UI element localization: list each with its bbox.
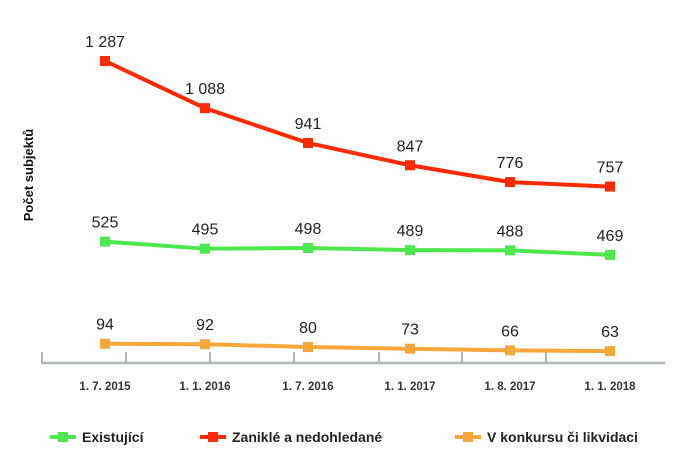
- x-tick-label: 1. 7. 2015: [79, 381, 131, 393]
- data-point: [303, 137, 313, 148]
- legend-label: V konkursu či likvidaci: [487, 429, 638, 445]
- legend-label: Existující: [82, 429, 145, 445]
- data-label: 757: [597, 160, 624, 177]
- data-label: 66: [501, 323, 519, 340]
- data-point: [303, 242, 313, 253]
- data-label: 73: [401, 322, 419, 339]
- legend-marker: [208, 432, 218, 442]
- data-point: [605, 249, 615, 260]
- data-point: [200, 103, 210, 114]
- data-point: [405, 343, 415, 354]
- data-label: 495: [192, 222, 219, 239]
- data-label: 488: [497, 223, 524, 240]
- series-line: [104, 341, 611, 354]
- data-label: 1 287: [85, 34, 125, 51]
- data-label: 498: [295, 221, 322, 238]
- legend-label: Zaniklé a nedohledané: [232, 429, 382, 445]
- series-line: [104, 239, 611, 257]
- data-label: 80: [299, 320, 317, 337]
- data-point: [100, 55, 110, 66]
- data-point: [303, 342, 313, 353]
- data-point: [605, 346, 615, 357]
- data-point: [505, 177, 515, 188]
- data-label: 776: [497, 155, 524, 172]
- data-label: 94: [96, 317, 114, 334]
- y-axis-label: Počet subjektů: [21, 129, 36, 222]
- legend-marker: [463, 432, 473, 442]
- data-label: 847: [397, 138, 424, 155]
- data-point: [405, 160, 415, 171]
- data-label: 63: [601, 324, 619, 341]
- data-label: 469: [597, 228, 624, 245]
- data-label: 1 088: [185, 81, 225, 98]
- x-tick-label: 1. 1. 2017: [384, 381, 435, 393]
- data-point: [200, 243, 210, 254]
- data-label: 92: [196, 317, 214, 334]
- data-label: 489: [397, 223, 424, 240]
- data-point: [505, 245, 515, 256]
- data-label: 525: [92, 215, 119, 232]
- x-tick-label: 1. 8. 2017: [484, 381, 535, 393]
- series-line: [104, 59, 611, 189]
- data-point: [605, 181, 615, 192]
- data-point: [100, 236, 110, 247]
- data-point: [405, 245, 415, 256]
- x-tick-label: 1. 7. 2016: [282, 381, 333, 393]
- x-tick-label: 1. 1. 2018: [584, 381, 636, 393]
- data-point: [100, 338, 110, 349]
- data-point: [200, 339, 210, 350]
- legend-marker: [58, 432, 68, 442]
- data-point: [505, 345, 515, 356]
- data-label: 941: [295, 116, 322, 133]
- x-tick-label: 1. 1. 2016: [179, 381, 230, 393]
